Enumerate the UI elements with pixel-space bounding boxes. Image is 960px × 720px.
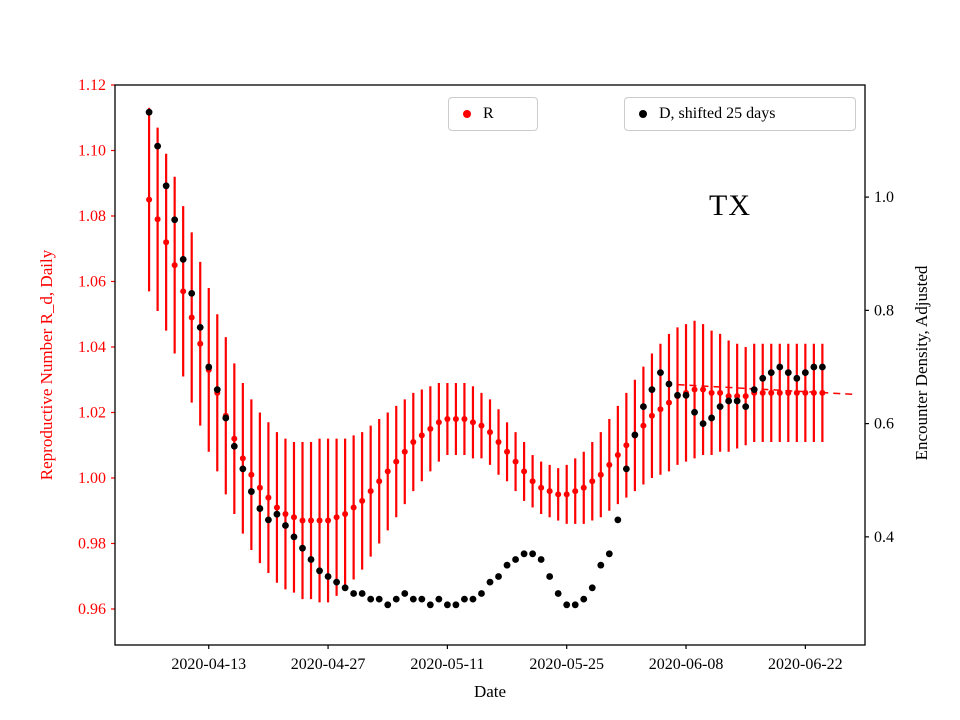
r-series-marker-icon (463, 110, 471, 118)
svg-text:2020-04-27: 2020-04-27 (291, 656, 366, 673)
r-series-points (146, 196, 826, 524)
y-axis-label-left: Reproductive Number R_d, Daily (37, 249, 56, 481)
svg-text:2020-04-13: 2020-04-13 (171, 656, 246, 673)
svg-text:0.96: 0.96 (78, 601, 106, 618)
legend-r-label: R (483, 105, 494, 122)
r-trend-dashed-line (677, 383, 857, 396)
legend-d: D, shifted 25 days (624, 97, 856, 131)
d-series-points (145, 108, 826, 609)
svg-text:0.4: 0.4 (874, 529, 894, 546)
svg-text:1.06: 1.06 (78, 273, 106, 290)
svg-text:0.98: 0.98 (78, 535, 106, 552)
y-axis-label-right: Encounter Density, Adjusted (912, 265, 931, 461)
svg-text:1.02: 1.02 (78, 404, 106, 421)
d-series-marker-icon (639, 110, 647, 118)
svg-text:1.00: 1.00 (78, 470, 106, 487)
r-series-error-bars (147, 107, 824, 603)
legend-r: R (448, 97, 538, 131)
legend-d-label: D, shifted 25 days (659, 105, 776, 122)
y-axis-left-ticks: 1.12 1.10 1.08 1.06 1.04 1.02 1.00 0.98 0.96 (78, 77, 115, 618)
plot-frame (114, 84, 866, 646)
state-annotation: TX (709, 189, 751, 222)
svg-text:2020-05-11: 2020-05-11 (410, 656, 484, 673)
svg-text:1.08: 1.08 (78, 208, 106, 225)
svg-text:1.12: 1.12 (78, 77, 106, 94)
x-axis-label: Date (473, 682, 507, 701)
svg-text:1.04: 1.04 (78, 339, 106, 356)
x-axis-ticks: 2020-04-13 2020-04-27 2020-05-11 2020-05-25… (171, 645, 843, 673)
svg-text:2020-06-22: 2020-06-22 (768, 656, 843, 673)
y-axis-right-ticks: 1.0 0.8 0.6 0.4 (865, 189, 894, 546)
svg-text:2020-05-25: 2020-05-25 (529, 656, 604, 673)
svg-text:0.8: 0.8 (874, 302, 894, 319)
svg-text:1.0: 1.0 (874, 189, 894, 206)
svg-text:2020-06-08: 2020-06-08 (649, 656, 724, 673)
svg-text:0.6: 0.6 (874, 416, 894, 433)
svg-text:1.10: 1.10 (78, 142, 106, 159)
